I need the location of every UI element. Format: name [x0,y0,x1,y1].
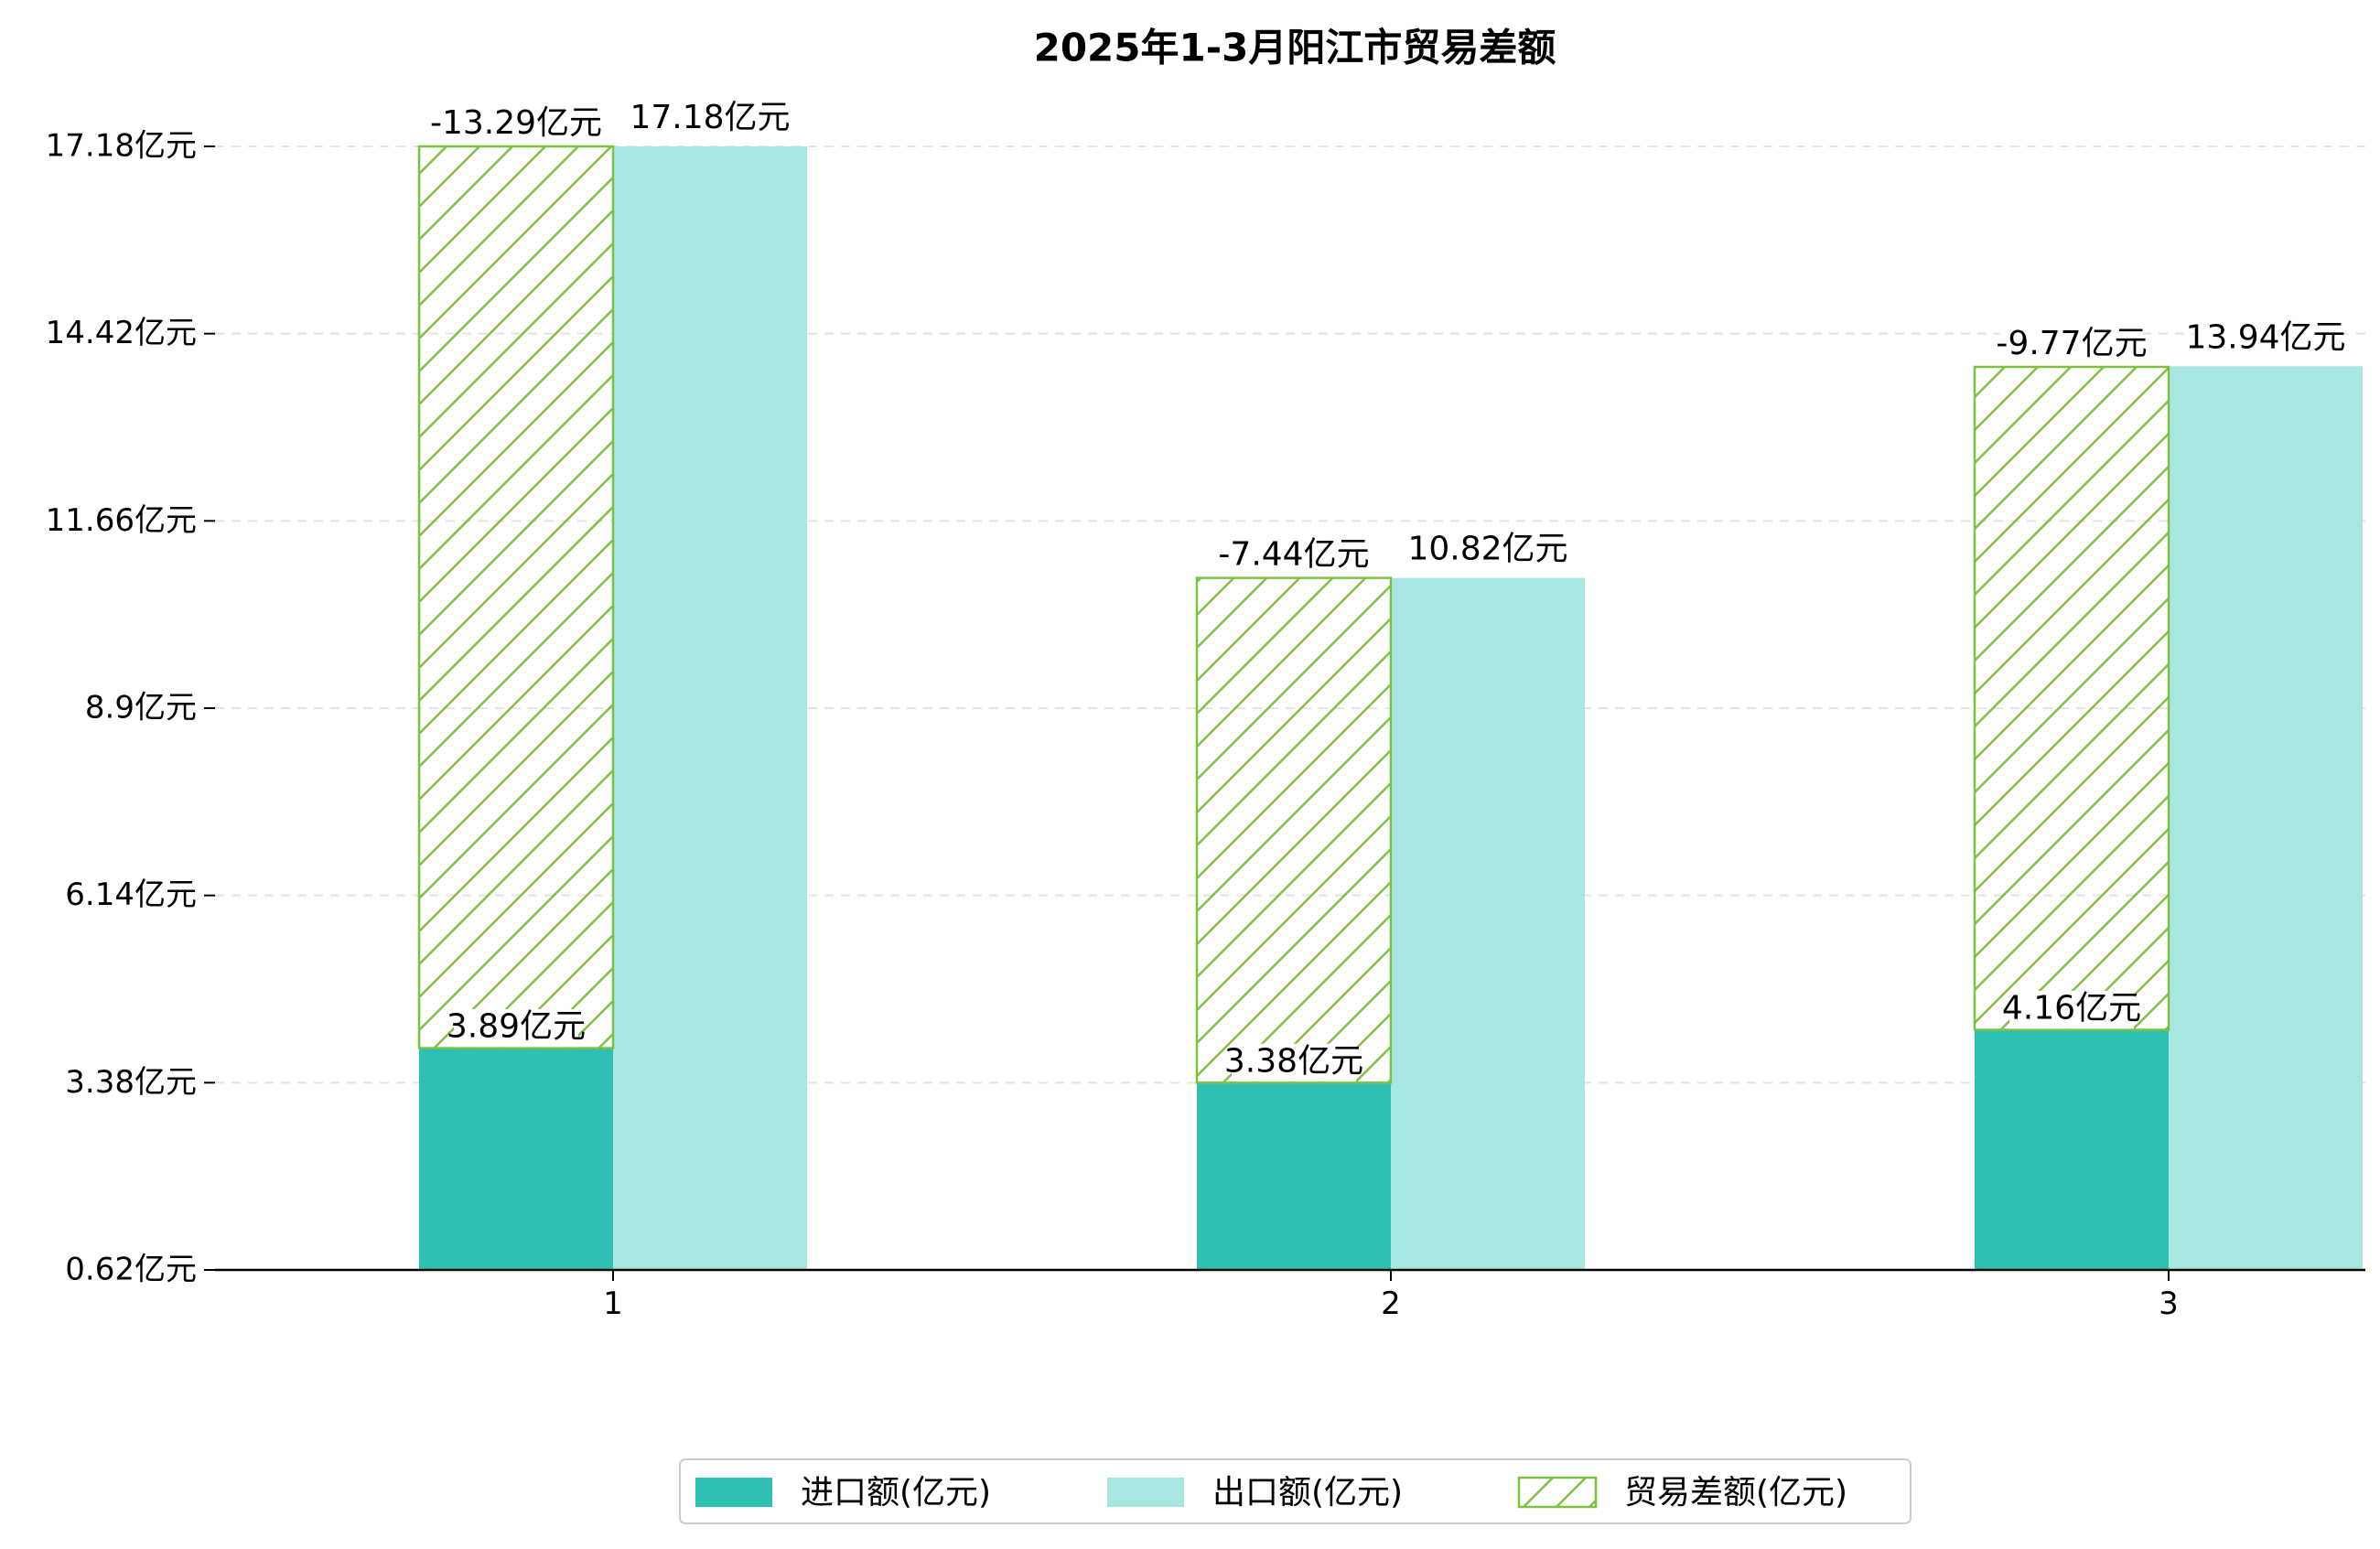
export-label: 17.18亿元 [630,99,790,136]
legend-balance-swatch [1517,1476,1598,1509]
y-tick-label: 17.18亿元 [46,128,197,165]
legend-export-swatch [1107,1478,1184,1507]
chart-title: 2025年1-3月阳江市贸易差额 [1034,26,1556,70]
legend-import-label: 进口额(亿元) [801,1474,991,1511]
y-tick-label: 6.14亿元 [65,877,197,913]
export-label-bg [2194,319,2337,359]
import-label: 3.38亿元 [1224,1042,1363,1080]
balance-label-bg [1222,537,1365,575]
x-tick-label: 3 [2159,1285,2179,1322]
export-bar [1391,577,1585,1270]
balance-label-bg [436,105,597,144]
import-label-bg [1232,1043,1356,1082]
import-bar [1975,1029,2169,1270]
y-tick-label: 8.9亿元 [85,690,197,726]
legend-export-label: 出口额(亿元) [1212,1474,1403,1511]
export-label-bg [639,100,781,138]
import-bar [419,1048,613,1270]
balance-bar [1195,576,1393,1084]
export-bar [613,146,807,1270]
y-tick-label: 3.38亿元 [65,1064,197,1101]
import-label-bg [2009,990,2134,1029]
import-label-bg [454,1008,578,1048]
balance-label: -9.77亿元 [1996,325,2147,362]
y-tick-label: 14.42亿元 [46,315,197,351]
export-label-bg [1416,532,1559,570]
y-tick-label: 0.62亿元 [65,1252,197,1288]
import-label: 4.16亿元 [2002,989,2141,1027]
balance-label-bg [2000,326,2143,364]
import-label: 3.89亿元 [447,1008,586,1046]
balance-label: -13.29亿元 [430,104,602,142]
export-label: 13.94亿元 [2185,318,2345,356]
y-tick-label: 11.66亿元 [46,502,197,539]
export-bar [2169,366,2363,1270]
balance-bar [1973,365,2170,1031]
data-labels: -13.29亿元 17.18亿元 3.89亿元 -7.44亿元 10.82亿元 3.38亿… [430,99,2346,1082]
x-tick-label: 1 [603,1285,623,1322]
bars [417,145,2363,1270]
export-label: 10.82亿元 [1407,531,1567,568]
balance-bar [417,145,615,1049]
legend[interactable]: 进口额(亿元) 出口额(亿元) 贸易差额(亿元) [679,1458,1912,1524]
legend-box [679,1458,1912,1524]
legend-import-swatch [695,1478,772,1507]
x-tick-label: 2 [1381,1285,1401,1322]
import-bar [1197,1082,1391,1270]
legend-balance-label: 贸易差额(亿元) [1624,1474,1847,1511]
balance-label: -7.44亿元 [1218,536,1369,574]
axes: 0.62亿元 3.38亿元 6.14亿元 8.9亿元 11.66亿元 14.42亿元 17.… [46,128,2365,1322]
